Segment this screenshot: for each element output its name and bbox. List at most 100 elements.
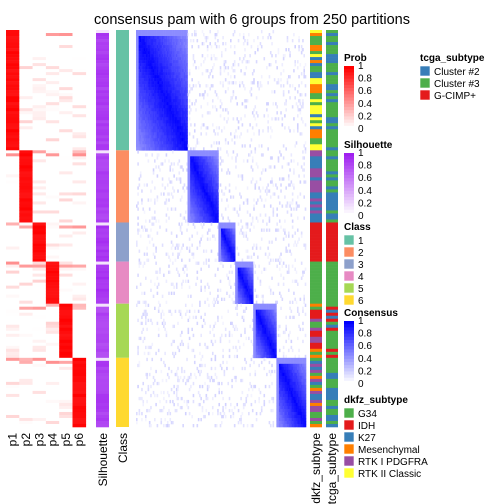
consensus-cell bbox=[191, 198, 193, 202]
consensus-cell bbox=[257, 333, 259, 338]
consensus-cell bbox=[169, 36, 172, 40]
consensus-cell bbox=[266, 327, 268, 332]
consensus-cell bbox=[164, 93, 166, 97]
consensus-cell bbox=[184, 117, 187, 121]
consensus-cell bbox=[240, 294, 242, 298]
consensus-cell bbox=[148, 57, 151, 61]
consensus-cell bbox=[164, 123, 166, 127]
consensus-cell bbox=[137, 129, 139, 133]
consensus-cell bbox=[255, 318, 258, 323]
consensus-cell bbox=[213, 234, 215, 238]
consensus-cell bbox=[161, 132, 164, 136]
consensus-cell bbox=[136, 81, 138, 85]
consensus-cell bbox=[155, 123, 157, 127]
prob-cell bbox=[45, 210, 60, 214]
consensus-cell bbox=[138, 42, 141, 46]
consensus-cell bbox=[304, 147, 307, 151]
consensus-cell bbox=[177, 243, 179, 247]
consensus-cell bbox=[146, 60, 148, 64]
consensus-cell bbox=[174, 99, 177, 103]
consensus-cell bbox=[232, 69, 235, 73]
consensus-cell bbox=[275, 333, 277, 338]
consensus-cell bbox=[248, 285, 250, 289]
prob-cell bbox=[6, 420, 20, 425]
prob-cell bbox=[19, 78, 33, 82]
consensus-cell bbox=[178, 69, 181, 73]
consensus-cell bbox=[276, 81, 278, 85]
consensus-cell bbox=[264, 330, 267, 335]
consensus-cell bbox=[136, 240, 138, 244]
consensus-cell bbox=[137, 36, 139, 40]
consensus-cell bbox=[190, 174, 192, 178]
consensus-cell bbox=[160, 96, 163, 100]
consensus-cell bbox=[228, 171, 231, 175]
consensus-cell bbox=[188, 177, 191, 181]
prob-cell bbox=[59, 186, 73, 190]
silhouette-cell bbox=[96, 417, 109, 422]
consensus-cell bbox=[173, 126, 175, 130]
prob-cell bbox=[72, 84, 87, 88]
consensus-cell bbox=[233, 261, 236, 265]
consensus-cell bbox=[296, 204, 299, 208]
consensus-cell bbox=[193, 213, 196, 217]
consensus-cell bbox=[206, 102, 209, 106]
prob-cell bbox=[6, 63, 20, 67]
prob-cell bbox=[72, 414, 87, 419]
consensus-cell bbox=[192, 219, 195, 223]
prob-cell bbox=[19, 63, 33, 67]
consensus-cell bbox=[186, 30, 188, 34]
prob-cell bbox=[72, 243, 87, 247]
consensus-cell bbox=[172, 96, 174, 100]
consensus-cell bbox=[193, 150, 196, 154]
consensus-cell bbox=[251, 177, 254, 181]
prob-cell bbox=[72, 114, 87, 118]
consensus-cell bbox=[190, 150, 192, 154]
consensus-cell bbox=[209, 177, 211, 181]
consensus-cell bbox=[215, 189, 218, 193]
consensus-cell bbox=[209, 156, 211, 160]
consensus-cell bbox=[151, 93, 154, 97]
prob-cell bbox=[19, 390, 33, 395]
prob-cell bbox=[72, 45, 87, 49]
consensus-cell bbox=[183, 36, 186, 40]
consensus-cell bbox=[177, 75, 179, 79]
prob-cell bbox=[45, 153, 60, 157]
consensus-cell bbox=[230, 45, 232, 49]
prob-cell bbox=[59, 276, 73, 280]
consensus-cell bbox=[188, 171, 191, 175]
prob-cell bbox=[19, 378, 33, 383]
prob-cell bbox=[19, 39, 33, 43]
consensus-cell bbox=[184, 66, 187, 70]
prob-cell bbox=[72, 54, 87, 58]
consensus-cell bbox=[175, 30, 178, 34]
consensus-cell bbox=[211, 216, 214, 220]
prob-cell bbox=[32, 288, 47, 292]
consensus-cell bbox=[215, 162, 218, 166]
consensus-cell bbox=[191, 207, 193, 211]
consensus-cell bbox=[175, 90, 178, 94]
prob-cell bbox=[59, 102, 73, 106]
consensus-cell bbox=[211, 204, 214, 208]
prob-cell bbox=[32, 414, 47, 419]
consensus-cell bbox=[255, 324, 258, 329]
consensus-cell bbox=[178, 252, 181, 256]
consensus-cell bbox=[248, 33, 250, 37]
consensus-cell bbox=[168, 30, 170, 34]
prob-cell bbox=[72, 360, 87, 365]
consensus-cell bbox=[213, 129, 215, 133]
consensus-cell bbox=[186, 72, 188, 76]
consensus-cell bbox=[159, 147, 161, 151]
consensus-cell bbox=[175, 60, 178, 64]
consensus-cell bbox=[165, 111, 168, 115]
consensus-cell bbox=[280, 72, 282, 76]
consensus-cell bbox=[146, 69, 148, 73]
consensus-cell bbox=[285, 264, 287, 268]
consensus-cell bbox=[184, 48, 187, 52]
consensus-cell bbox=[184, 69, 187, 73]
consensus-cell bbox=[143, 147, 146, 151]
prob-cell bbox=[72, 246, 87, 250]
consensus-cell bbox=[255, 339, 258, 344]
consensus-cell bbox=[184, 219, 187, 223]
consensus-cell bbox=[260, 312, 263, 317]
consensus-cell bbox=[264, 213, 267, 217]
